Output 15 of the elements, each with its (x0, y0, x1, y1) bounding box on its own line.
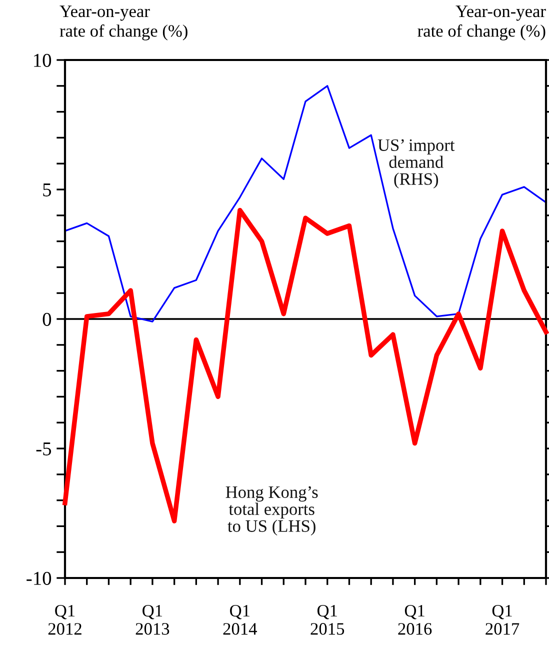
y-tick-label: 0 (42, 312, 52, 326)
series-label: US’ import demand (RHS) (378, 139, 455, 188)
x-tick-label: Q1 2013 (136, 604, 170, 635)
y-tick-label: 10 (34, 54, 52, 67)
x-tick-label: Q1 2016 (398, 604, 432, 635)
x-tick-label: Q1 2017 (486, 604, 520, 635)
y2-axis-title: Year-on-year rate of change (%) (418, 6, 546, 40)
x-tick-label: Q1 2014 (223, 604, 257, 635)
text: Hong Kong’s total exports to US (LHS) (226, 486, 318, 536)
x-tick-label: Q1 2015 (310, 604, 344, 635)
y-tick-label: -5 (36, 442, 52, 456)
y-axis-title: Year-on-year rate of change (%) (60, 6, 188, 40)
y-tick-label: 5 (43, 184, 52, 196)
x-tick-label: Q1 2012 (48, 604, 82, 635)
y-tick-label: -10 (26, 572, 52, 585)
